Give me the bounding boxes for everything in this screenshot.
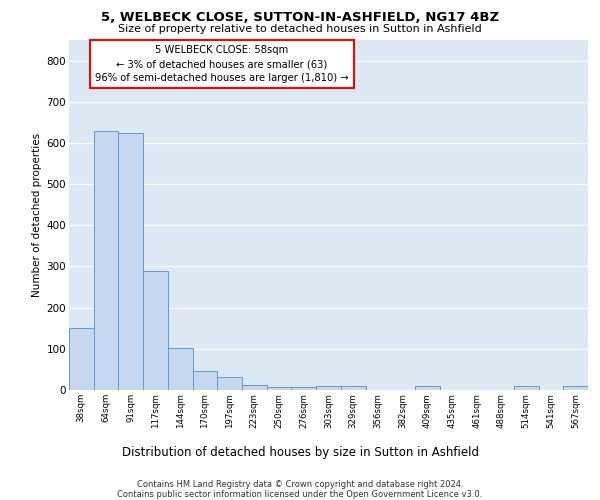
- Text: 5 WELBECK CLOSE: 58sqm
← 3% of detached houses are smaller (63)
96% of semi-deta: 5 WELBECK CLOSE: 58sqm ← 3% of detached …: [95, 46, 349, 84]
- Text: Contains HM Land Registry data © Crown copyright and database right 2024.
Contai: Contains HM Land Registry data © Crown c…: [118, 480, 482, 499]
- Bar: [94, 130, 118, 390]
- Bar: [514, 386, 539, 390]
- Bar: [168, 348, 193, 390]
- Text: Size of property relative to detached houses in Sutton in Ashfield: Size of property relative to detached ho…: [118, 24, 482, 34]
- Bar: [341, 386, 365, 390]
- Text: Distribution of detached houses by size in Sutton in Ashfield: Distribution of detached houses by size …: [121, 446, 479, 459]
- Bar: [292, 386, 316, 390]
- Bar: [217, 377, 242, 390]
- Bar: [193, 371, 217, 390]
- Bar: [118, 132, 143, 390]
- Bar: [69, 328, 94, 390]
- Bar: [415, 386, 440, 390]
- Text: 5, WELBECK CLOSE, SUTTON-IN-ASHFIELD, NG17 4BZ: 5, WELBECK CLOSE, SUTTON-IN-ASHFIELD, NG…: [101, 11, 499, 24]
- Bar: [242, 386, 267, 390]
- Bar: [143, 270, 168, 390]
- Bar: [267, 386, 292, 390]
- Y-axis label: Number of detached properties: Number of detached properties: [32, 133, 43, 297]
- Bar: [563, 386, 588, 390]
- Bar: [316, 386, 341, 390]
